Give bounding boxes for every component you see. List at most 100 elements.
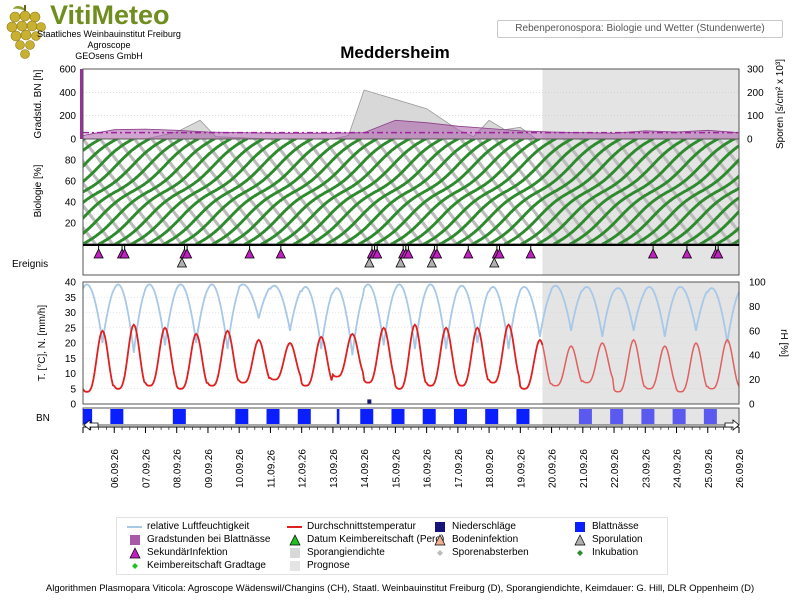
kpero-legend-icon (289, 534, 301, 546)
leaf-wetness-bar (516, 409, 530, 424)
incubation-trace (617, 143, 739, 244)
leaf-wetness-bar (610, 409, 624, 424)
boden-legend-icon (434, 534, 446, 546)
y-tick-label: 80 (65, 156, 77, 167)
spore-death-trace (115, 139, 201, 244)
spore-death-trace (717, 139, 739, 168)
secondary-infection-marker (275, 248, 286, 259)
legend-label: relative Luftfeuchtigkeit (147, 521, 250, 532)
incubation-trace (325, 139, 460, 244)
incubation-trace (487, 139, 622, 244)
secondary-infection-marker (647, 248, 659, 259)
spore-death-trace (373, 139, 458, 244)
leaf-wetness-bar (641, 409, 655, 424)
incubation-trace (341, 139, 476, 244)
secondary-infection-marker (403, 248, 414, 259)
incubation-trace (292, 139, 427, 244)
chart-subtitle-box[interactable]: Rebenperonospora: Biologie und Wetter (S… (497, 20, 783, 38)
incubation-trace (503, 139, 638, 244)
y-tick-label: 15 (65, 354, 77, 365)
grape-logo-icon (6, 5, 46, 59)
y-axis-label: BN (36, 413, 50, 424)
incubation-trace (373, 139, 509, 244)
panel-frame (82, 281, 740, 405)
leaf-wetness-bar (336, 409, 340, 424)
incubation-trace (243, 139, 379, 244)
humidity-line (82, 283, 740, 356)
incubation-trace (357, 139, 492, 244)
biology-series (83, 139, 800, 244)
incubation-trace (260, 139, 395, 244)
legend-label: Niederschläge (452, 521, 516, 532)
incubation-trace (227, 139, 362, 244)
incubation-trace (97, 139, 232, 244)
secondary-infection-marker (93, 248, 104, 259)
incubation-trace (83, 139, 135, 184)
leaf-wetness-bar (578, 409, 592, 424)
incubation-trace (146, 139, 281, 244)
leaf-wetness-bar (110, 409, 124, 424)
temp-legend-icon (287, 526, 302, 528)
x-tick-label: 21.09.26 (579, 449, 590, 488)
y-tick-label-right: 300 (747, 65, 764, 76)
y-tick-label: 40 (65, 278, 77, 289)
leaf-wetness-bar (266, 409, 280, 424)
y-tick-label: 20 (65, 219, 77, 230)
spore-death-trace (83, 203, 115, 244)
y-tick-label: 600 (59, 65, 76, 76)
kgt-legend-icon (132, 563, 138, 569)
incubation-trace (83, 139, 119, 169)
app-logo-title: VitiMeteo (50, 0, 170, 30)
footer-credits: Algorithmen Plasmopara Viticola: Agrosco… (45, 583, 755, 594)
secondary-infection-marker (494, 248, 505, 259)
incubation-trace (471, 139, 606, 244)
spore-death-trace (665, 139, 739, 235)
x-tick-label: 09.09.26 (204, 449, 215, 488)
spore-death-trace (734, 139, 739, 146)
x-tick-label: 08.09.26 (173, 449, 184, 488)
x-tick-label: 20.09.26 (548, 449, 559, 488)
scroll-left-icon (83, 419, 99, 431)
sporulation-marker (426, 257, 437, 268)
spore-density-area (83, 89, 739, 140)
x-tick-label: 17.09.26 (454, 449, 465, 488)
inku-legend-icon (577, 550, 583, 556)
prog-legend-icon (290, 561, 300, 571)
legend: relative Luftfeuchtigkeit Durchschnittste… (116, 517, 668, 575)
prec-legend-icon (435, 522, 445, 532)
y-tick-label: 400 (59, 88, 76, 99)
y-axis-label: Gradstd. BN [h] (33, 69, 44, 138)
leaf-wetness-bar (672, 409, 686, 424)
y-tick-label-right: 200 (747, 88, 764, 99)
y-axis-label: T. [°C], N. [mm/h] (37, 305, 48, 381)
sporulation-marker (364, 257, 375, 268)
incubation-trace (308, 139, 444, 244)
y-tick-label: 20 (65, 339, 77, 350)
y-axis-label-right: Sporen [s/cm² x 10³] (775, 59, 786, 149)
y-tick-label: 5 (70, 384, 76, 395)
incubation-trace (83, 139, 216, 244)
incubation-trace (633, 157, 739, 244)
x-tick-label: 19.09.26 (516, 449, 527, 488)
org-line: Agroscope (87, 40, 131, 50)
temperature-forecast-line (541, 338, 740, 393)
incubation-trace (698, 209, 739, 244)
incubation-trace (568, 139, 703, 244)
leaf-wetness-bar (172, 409, 186, 424)
y-tick-label: 35 (65, 293, 77, 304)
y-tick-label: 40 (65, 198, 77, 209)
spore-death-trace (83, 180, 132, 244)
relh-legend-icon (127, 526, 142, 528)
x-tick-label: 11.09.26 (266, 449, 277, 488)
incubation-trace (585, 139, 720, 244)
sporulation-marker (395, 257, 406, 268)
temperature-line (82, 323, 544, 393)
station-title: Meddersheim (340, 43, 450, 62)
spore-death-trace (132, 139, 218, 244)
sek-legend-icon (129, 547, 141, 559)
gbn-legend-icon (130, 535, 140, 545)
legend-label: Sporulation (592, 534, 643, 545)
spore-death-trace (682, 139, 739, 213)
leaf-wetness-bar (360, 409, 374, 424)
spore-death-trace (753, 139, 800, 244)
